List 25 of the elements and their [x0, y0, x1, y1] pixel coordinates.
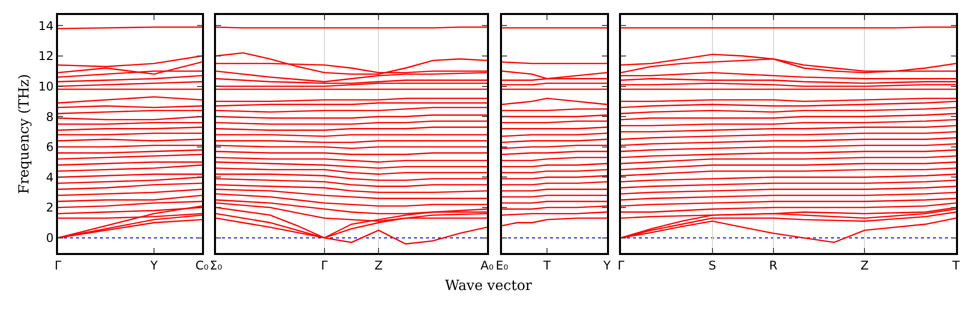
x-tick-label: T — [542, 258, 552, 272]
x-tick-label: R — [769, 258, 778, 272]
y-tick-label: 4 — [46, 170, 54, 184]
y-tick-label: 14 — [38, 18, 54, 33]
x-tick-label: Z — [860, 258, 869, 272]
y-tick-label: 2 — [46, 200, 54, 215]
x-tick-label: Γ — [54, 258, 62, 272]
x-tick-label: Γ — [618, 258, 625, 272]
y-tick-label: 6 — [46, 140, 54, 154]
x-tick-label: Γ — [321, 258, 328, 272]
x-tick-label: T — [951, 258, 960, 272]
x-tick-label: Σ₀ — [210, 258, 222, 272]
x-tick-label: Y — [602, 258, 612, 272]
y-axis-title: Frequency (THz) — [16, 74, 32, 194]
x-tick-label: Y — [149, 258, 158, 272]
x-tick-label: Z — [374, 258, 383, 272]
x-axis-title: Wave vector — [445, 278, 532, 294]
y-tick-label: 10 — [38, 79, 54, 94]
y-tick-label: 12 — [38, 49, 54, 64]
y-tick-label: 8 — [46, 110, 54, 124]
y-tick-label: 0 — [46, 231, 54, 246]
x-tick-label: E₀ — [496, 258, 508, 272]
x-tick-label: C₀ — [195, 258, 209, 272]
x-tick-label: S — [708, 258, 716, 272]
x-tick-label: A₀ — [480, 258, 494, 272]
